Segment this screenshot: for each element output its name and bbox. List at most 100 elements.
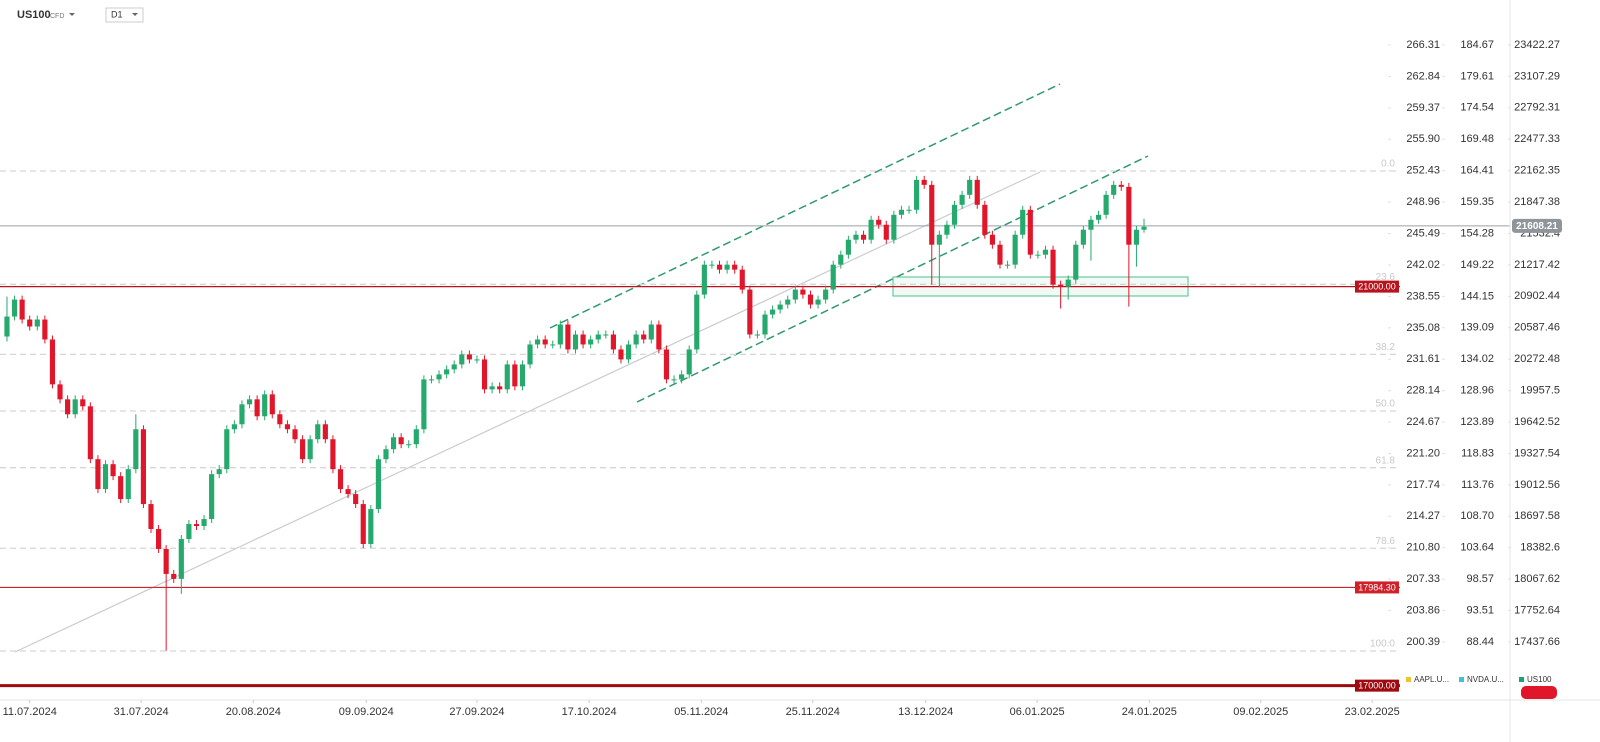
y-tick-label: 184.67 <box>1460 39 1494 51</box>
legend-swatch <box>1519 677 1524 682</box>
y-tick-label: 242.02 <box>1406 259 1440 271</box>
y-tick-label: 179.61 <box>1460 70 1494 82</box>
candle-body <box>186 524 192 539</box>
candle-body <box>406 444 412 446</box>
candle-body <box>679 374 685 380</box>
candle-body <box>322 424 328 440</box>
candle-body <box>1012 234 1018 265</box>
candle-body <box>823 289 829 300</box>
candle-body <box>891 214 897 240</box>
y-tick-label: 128.96 <box>1460 385 1494 397</box>
candle-body <box>770 309 776 315</box>
candle-body <box>368 509 374 544</box>
y-tick-label: 98.57 <box>1466 573 1494 585</box>
candle-body <box>603 334 609 336</box>
candle-body <box>11 299 18 317</box>
candle-body <box>625 344 632 360</box>
candle-body <box>535 339 541 345</box>
timeframe-arrow <box>132 13 138 16</box>
y-tick-label: 266.31 <box>1406 39 1440 51</box>
drawings <box>0 83 1510 688</box>
y-tick-label: 20587.46 <box>1514 322 1560 334</box>
alert-button[interactable] <box>1521 686 1557 699</box>
y-tick-label: 169.48 <box>1460 133 1494 145</box>
candle-body <box>27 319 33 327</box>
legend-label: US100 <box>1527 675 1552 684</box>
fib-label: 50.0 <box>1376 399 1396 410</box>
candle-body <box>777 304 783 310</box>
candle-body <box>231 424 237 430</box>
candle-body <box>466 354 472 360</box>
y-tick-label: 203.86 <box>1406 605 1440 617</box>
candle-body <box>80 399 86 407</box>
y-tick-label: 174.54 <box>1460 102 1494 114</box>
candle-body <box>1080 229 1086 245</box>
candle-body <box>974 179 980 205</box>
last-price-badge <box>1512 218 1562 233</box>
candle-body <box>1133 229 1140 245</box>
candle-body <box>936 234 942 245</box>
y-tick-label: 255.90 <box>1406 133 1440 145</box>
x-tick-label: 23.02.2025 <box>1345 706 1400 718</box>
y-tick-label: 23422.27 <box>1514 39 1560 51</box>
candle-body <box>87 406 93 460</box>
candle-body <box>929 184 935 245</box>
candle-body <box>1020 209 1026 235</box>
candle-body <box>497 386 503 390</box>
candle-body <box>118 476 124 500</box>
candle-body <box>868 219 874 240</box>
fib-label: 100.0 <box>1370 639 1395 650</box>
candle-body <box>1126 186 1132 245</box>
candle-body <box>967 179 973 195</box>
y-tick-label: 149.22 <box>1460 259 1494 271</box>
candle-body <box>1095 214 1102 220</box>
candle-body <box>762 314 768 335</box>
y-tick-label: 22477.33 <box>1514 133 1560 145</box>
candle-body <box>413 429 419 445</box>
y-tick-label: 252.43 <box>1406 165 1440 177</box>
candle-body <box>444 369 450 375</box>
level-badge <box>1355 280 1399 293</box>
x-tick-label: 05.11.2024 <box>674 706 728 718</box>
y-tick-label: 21217.42 <box>1514 259 1560 271</box>
candle-body <box>436 374 442 380</box>
fib-label: 38.2 <box>1376 342 1396 353</box>
candle-body <box>550 344 556 346</box>
candle-body <box>663 349 670 380</box>
candle-body <box>686 349 692 375</box>
candle-body <box>42 319 48 340</box>
candle-body <box>337 469 344 490</box>
timeframe-select[interactable] <box>105 7 144 23</box>
candle-body <box>656 324 662 350</box>
candle-body <box>140 429 146 505</box>
candle-body <box>201 519 207 527</box>
candle-body <box>209 474 215 520</box>
candle-body <box>4 316 10 337</box>
candle-body <box>807 294 814 305</box>
candle-body <box>641 334 647 340</box>
candle-body <box>914 179 920 210</box>
candle-body <box>792 289 798 300</box>
legend-swatch <box>1406 677 1411 682</box>
x-tick-label: 24.01.2025 <box>1122 706 1177 718</box>
candle-body <box>360 504 366 544</box>
candle-body <box>34 319 40 327</box>
y-tick-label: 248.96 <box>1406 196 1440 208</box>
candle-body <box>1111 184 1117 195</box>
candle-body <box>1050 249 1056 285</box>
candle-body <box>860 234 867 240</box>
candle-body <box>898 209 905 215</box>
y-tick-label: 19957.5 <box>1520 385 1560 397</box>
candle-body <box>284 424 291 430</box>
y-tick-label: 22792.31 <box>1514 102 1560 114</box>
y-tick-label: 20902.44 <box>1514 290 1560 302</box>
y-tick-label: 22162.35 <box>1514 165 1560 177</box>
y-tick-label: 134.02 <box>1460 353 1494 365</box>
y-tick-label: 20272.48 <box>1514 353 1560 365</box>
y-tick-label: 93.51 <box>1466 604 1494 616</box>
candle-body <box>133 429 139 470</box>
y-tick-label: 144.15 <box>1460 290 1494 302</box>
symbol-dropdown[interactable] <box>69 13 75 16</box>
candle-body <box>239 404 245 425</box>
